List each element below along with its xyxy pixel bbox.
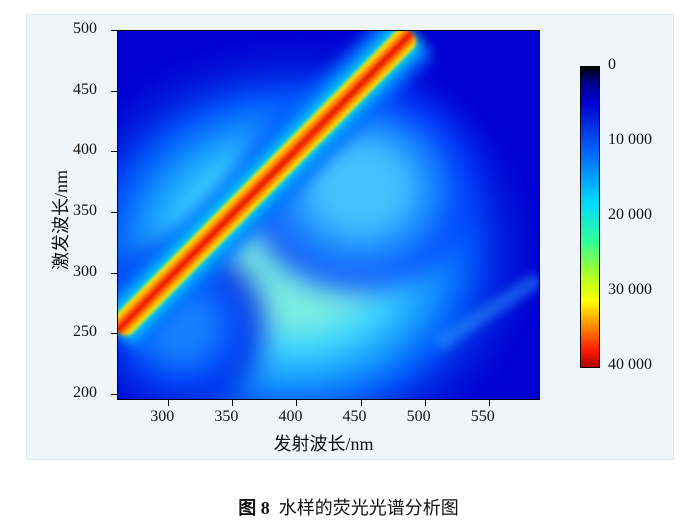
secondary-ridge — [431, 269, 540, 356]
x-tick-mark — [296, 400, 297, 406]
x-tick-label: 550 — [471, 408, 495, 426]
heat-blob — [244, 84, 478, 292]
colorbar-tick-label: 20 000 — [608, 206, 652, 224]
y-tick-mark — [111, 91, 117, 92]
caption-text: 水样的荧光光谱分析图 — [279, 498, 459, 518]
x-tick-mark — [232, 400, 233, 406]
y-tick-mark — [111, 333, 117, 334]
y-tick-mark — [111, 394, 117, 395]
heat-blob — [302, 136, 419, 240]
y-tick-label: 450 — [73, 81, 97, 99]
y-tick-mark — [111, 30, 117, 31]
heat-blob — [139, 285, 223, 369]
y-tick-label: 200 — [73, 384, 97, 402]
heat-blob — [197, 174, 383, 335]
y-tick-label: 350 — [73, 202, 97, 220]
x-tick-mark — [168, 400, 169, 406]
rayleigh-ridge-core — [117, 30, 420, 339]
heat-blob — [128, 114, 452, 395]
x-axis-label: 发射波长/nm — [274, 430, 374, 456]
colorbar-tick-label: 30 000 — [608, 281, 652, 299]
y-tick-mark — [111, 273, 117, 274]
y-axis-label: 激发波长/nm — [47, 170, 73, 270]
heat-blob — [117, 85, 485, 400]
x-tick-label: 500 — [407, 408, 431, 426]
x-tick-mark — [361, 400, 362, 406]
heat-blob — [163, 144, 418, 365]
colorbar-bar — [580, 66, 600, 368]
x-tick-mark — [425, 400, 426, 406]
x-tick-label: 350 — [214, 408, 238, 426]
colorbar-tick-label: 40 000 — [608, 356, 652, 374]
figure-caption: 图 8 水样的荧光光谱分析图 — [0, 494, 697, 520]
heat-blob — [271, 108, 451, 268]
y-tick-label: 300 — [73, 263, 97, 281]
x-tick-label: 300 — [150, 408, 174, 426]
rayleigh-ridge-halo — [117, 30, 439, 358]
y-tick-mark — [111, 151, 117, 152]
y-tick-label: 400 — [73, 141, 97, 159]
y-tick-mark — [111, 212, 117, 213]
y-tick-label: 500 — [73, 20, 97, 38]
caption-label: 图 8 — [238, 498, 270, 518]
colorbar-tick-label: 10 000 — [608, 131, 652, 149]
x-tick-label: 450 — [343, 408, 367, 426]
heat-blob — [117, 53, 523, 400]
heat-overlay — [117, 30, 540, 400]
y-tick-label: 250 — [73, 323, 97, 341]
x-tick-label: 400 — [278, 408, 302, 426]
heat-blob — [118, 264, 244, 390]
x-tick-mark — [489, 400, 490, 406]
colorbar-tick-label: 0 — [608, 56, 616, 74]
heatmap-plot — [117, 30, 540, 400]
heat-blob — [117, 243, 265, 400]
